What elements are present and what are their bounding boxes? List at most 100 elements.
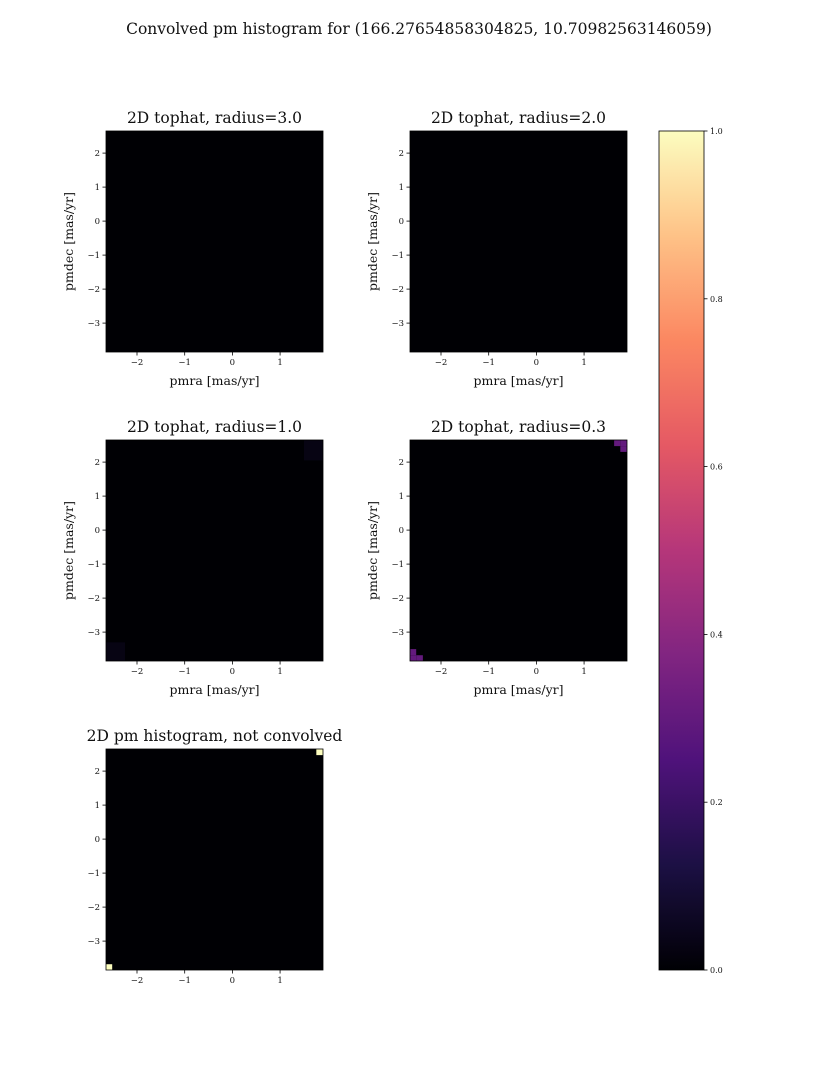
heatmap-cell xyxy=(106,964,113,970)
heatmap-panel-2: 2D tophat, radius=2.0 −2 −1 0 1 −3 −2 −1 0 1 2 pmra… xyxy=(365,109,628,388)
heatmap-cell xyxy=(410,655,417,661)
y-tick-label: −1 xyxy=(87,251,100,261)
x-tick-label: −2 xyxy=(131,358,144,368)
colorbar-gradient xyxy=(659,131,704,970)
panel-title: 2D tophat, radius=1.0 xyxy=(127,418,302,436)
y-tick-label: −2 xyxy=(391,594,404,604)
heatmap-background xyxy=(106,749,323,970)
heatmap-cell xyxy=(316,749,323,756)
colorbar-tick-label: 0.8 xyxy=(710,295,723,304)
colorbar: 0.0 0.2 0.4 0.6 0.8 1.0 xyxy=(658,127,723,975)
y-tick-label: −3 xyxy=(391,319,404,329)
y-tick-label: 0 xyxy=(95,835,100,845)
x-tick-label: 0 xyxy=(534,667,539,677)
y-tick-label: −3 xyxy=(87,319,100,329)
x-tick-label: −1 xyxy=(482,667,495,677)
heatmap-panel-3: 2D tophat, radius=1.0 −2 −1 0 1 −3 −2 −1 0 1 2 pmra… xyxy=(61,418,324,697)
x-tick-label: −1 xyxy=(178,667,191,677)
axes-frame xyxy=(105,130,324,353)
y-tick-label: −2 xyxy=(87,903,100,913)
y-tick-label: 1 xyxy=(95,801,100,811)
axes-frame xyxy=(105,439,324,662)
colorbar-tick-label: 0.0 xyxy=(710,966,723,975)
x-tick-label: 1 xyxy=(581,667,586,677)
y-tick-label: −3 xyxy=(87,628,100,638)
x-axis-label: pmra [mas/yr] xyxy=(170,682,260,697)
heatmap-cell xyxy=(410,649,417,656)
panel-title: 2D tophat, radius=3.0 xyxy=(127,109,302,127)
x-axis-label: pmra [mas/yr] xyxy=(474,373,564,388)
y-tick-label: 0 xyxy=(95,526,100,536)
x-axis-label: pmra [mas/yr] xyxy=(474,682,564,697)
panels: 2D tophat, radius=3.0 −2 −1 0 1 −3 −2 −1 0 1 2 pmra… xyxy=(61,109,628,986)
x-tick-label: 1 xyxy=(581,358,586,368)
heatmap-cell xyxy=(106,642,126,661)
y-tick-label: −3 xyxy=(391,628,404,638)
heatmap-cell xyxy=(620,440,627,447)
heatmap-panel-1: 2D tophat, radius=3.0 −2 −1 0 1 −3 −2 −1 0 1 2 pmra… xyxy=(61,109,324,388)
x-tick-label: 0 xyxy=(230,667,235,677)
y-tick-label: 2 xyxy=(95,767,100,777)
y-axis-label: pmdec [mas/yr] xyxy=(61,192,76,291)
y-tick-label: 1 xyxy=(399,492,404,502)
y-tick-label: −1 xyxy=(391,560,404,570)
x-tick-label: −1 xyxy=(178,976,191,986)
panel-title: 2D tophat, radius=0.3 xyxy=(431,418,606,436)
y-tick-label: 2 xyxy=(399,458,404,468)
x-tick-label: −1 xyxy=(482,358,495,368)
colorbar-tick-label: 0.4 xyxy=(710,630,723,639)
x-tick-label: −2 xyxy=(435,667,448,677)
heatmap-cell xyxy=(614,440,621,447)
heatmap-cell xyxy=(620,446,627,452)
y-tick-label: 2 xyxy=(95,458,100,468)
y-axis-label: pmdec [mas/yr] xyxy=(61,501,76,600)
y-tick-label: 2 xyxy=(399,149,404,159)
y-tick-label: 2 xyxy=(95,149,100,159)
y-tick-label: 0 xyxy=(399,526,404,536)
colorbar-tick-label: 1.0 xyxy=(710,127,723,136)
heatmap-cell xyxy=(303,440,323,461)
x-axis-label: pmra [mas/yr] xyxy=(170,373,260,388)
x-tick-label: 0 xyxy=(230,358,235,368)
colorbar-tick-label: 0.6 xyxy=(710,463,723,472)
y-tick-label: −2 xyxy=(87,594,100,604)
heatmap-background xyxy=(106,131,323,352)
y-tick-label: −3 xyxy=(87,937,100,947)
y-tick-label: 1 xyxy=(399,183,404,193)
y-tick-label: 0 xyxy=(95,217,100,227)
y-tick-label: −2 xyxy=(391,285,404,295)
x-tick-label: 0 xyxy=(534,358,539,368)
colorbar-tick-label: 0.2 xyxy=(710,798,723,807)
heatmap-cell xyxy=(416,655,423,661)
x-tick-label: 1 xyxy=(277,358,282,368)
y-tick-label: −2 xyxy=(87,285,100,295)
x-tick-label: −2 xyxy=(131,976,144,986)
colorbar-frame xyxy=(658,130,705,971)
x-tick-label: −2 xyxy=(435,358,448,368)
y-tick-label: 0 xyxy=(399,217,404,227)
axes-frame xyxy=(409,130,628,353)
y-tick-label: −1 xyxy=(87,869,100,879)
x-tick-label: −2 xyxy=(131,667,144,677)
axes-frame xyxy=(105,748,324,971)
heatmap-background xyxy=(410,440,627,661)
heatmap-panel-5: 2D pm histogram, not convolved −2 −1 0 1 −3 −2… xyxy=(87,727,343,986)
axes-frame xyxy=(409,439,628,662)
y-tick-label: −1 xyxy=(391,251,404,261)
panel-title: 2D tophat, radius=2.0 xyxy=(431,109,606,127)
y-axis-label: pmdec [mas/yr] xyxy=(365,501,380,600)
y-tick-label: 1 xyxy=(95,183,100,193)
x-tick-label: 1 xyxy=(277,667,282,677)
x-tick-label: 0 xyxy=(230,976,235,986)
y-axis-label: pmdec [mas/yr] xyxy=(365,192,380,291)
figure-title: Convolved pm histogram for (166.27654858… xyxy=(126,20,712,38)
heatmap-background xyxy=(410,131,627,352)
heatmap-background xyxy=(106,440,323,661)
y-tick-label: −1 xyxy=(87,560,100,570)
x-tick-label: −1 xyxy=(178,358,191,368)
panel-title: 2D pm histogram, not convolved xyxy=(87,727,343,745)
y-tick-label: 1 xyxy=(95,492,100,502)
x-tick-label: 1 xyxy=(277,976,282,986)
heatmap-panel-4: 2D tophat, radius=0.3 −2 −1 0 1 −3 −2 −1 0 1 2 pmra… xyxy=(365,418,628,697)
